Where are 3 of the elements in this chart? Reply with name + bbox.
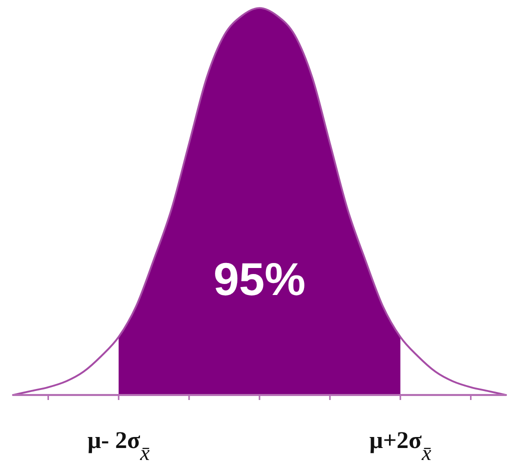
x-tick-label: μ- 2σ$_{x̄}$: [88, 428, 150, 462]
annotation: 95%: [213, 252, 306, 305]
x-tick-label: μ+2σ$_{x̄}$: [369, 428, 432, 462]
